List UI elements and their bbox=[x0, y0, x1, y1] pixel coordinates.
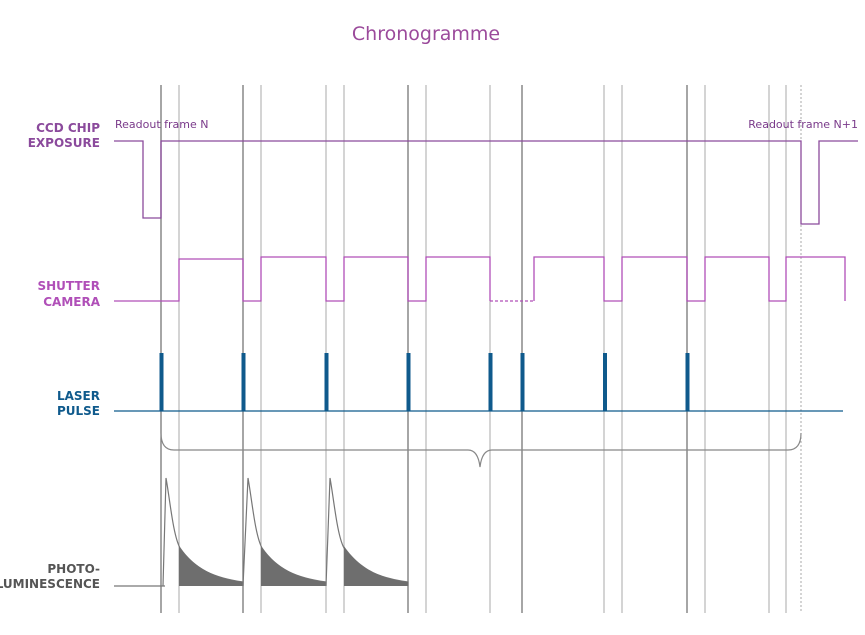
laser-pulse bbox=[241, 353, 246, 411]
laser-pulse bbox=[603, 353, 607, 411]
timing-grid bbox=[160, 85, 802, 613]
photoluminescence-trace bbox=[114, 477, 409, 587]
photo-label-line1: PHOTO- bbox=[47, 562, 100, 576]
shutter-waveform-part2 bbox=[533, 256, 846, 302]
laser-pulse bbox=[685, 353, 690, 411]
laser-label-line2: PULSE bbox=[57, 404, 100, 418]
ccd-exposure-waveform bbox=[114, 140, 858, 225]
ccd-label-line1: CCD CHIP bbox=[36, 121, 100, 135]
readout-frame-n1-label: Readout frame N+1 bbox=[748, 118, 858, 131]
frame-brace bbox=[160, 432, 802, 468]
laser-pulse bbox=[324, 353, 329, 411]
laser-pulse bbox=[406, 353, 411, 411]
photo-decay-gated-area bbox=[344, 546, 408, 586]
laser-pulse bbox=[159, 353, 164, 411]
laser-pulse bbox=[488, 353, 493, 411]
shutter-label-line1: SHUTTER bbox=[37, 279, 100, 293]
photo-decay-gated-area bbox=[179, 546, 243, 586]
laser-pulse bbox=[520, 353, 525, 411]
ccd-label-line2: EXPOSURE bbox=[28, 136, 100, 150]
shutter-label-line2: CAMERA bbox=[43, 295, 100, 309]
readout-frame-n-label: Readout frame N bbox=[115, 118, 209, 131]
photo-decay-gated-area bbox=[261, 546, 326, 586]
laser-pulses bbox=[159, 353, 690, 411]
chart-title: Chronogramme bbox=[352, 23, 500, 45]
photo-label-line2: LUMINESCENCE bbox=[0, 577, 100, 591]
shutter-waveform-part1 bbox=[114, 256, 491, 302]
shutter-waveform bbox=[114, 256, 846, 302]
laser-label-line1: LASER bbox=[57, 389, 100, 403]
